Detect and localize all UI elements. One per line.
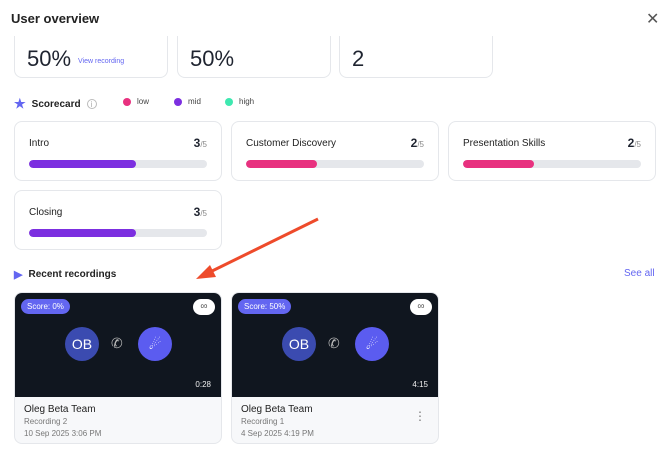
score-badge: Score: 50% bbox=[238, 299, 292, 314]
scorecard-item-score: 2/5 bbox=[627, 136, 641, 150]
view-recording-link[interactable]: View recording bbox=[78, 58, 125, 65]
score-bar bbox=[29, 229, 207, 237]
info-icon[interactable]: i bbox=[86, 99, 97, 109]
scorecard-item-score: 3/5 bbox=[193, 136, 207, 150]
play-icon: ▶ bbox=[14, 269, 23, 281]
legend-label: high bbox=[239, 97, 255, 106]
scorecard-item-name: Closing bbox=[29, 207, 63, 218]
stat-card: 2 bbox=[339, 36, 493, 78]
stat-value: 50% bbox=[190, 46, 235, 71]
scorecard-item-score: 3/5 bbox=[193, 205, 207, 219]
scorecard-item[interactable]: Presentation Skills 2/5 bbox=[448, 121, 656, 181]
legend-high: high bbox=[225, 97, 254, 106]
recording-thumbnail[interactable]: Score: 0% ∞ OB ✆ ☄ 0:28 bbox=[15, 293, 221, 397]
avatar: OB bbox=[65, 327, 99, 361]
stat-value: 2 bbox=[352, 46, 365, 71]
scorecard-item-name: Intro bbox=[29, 138, 50, 149]
dialog-title: User overview bbox=[11, 11, 100, 26]
low-dot-icon bbox=[123, 97, 131, 106]
scorecard-item[interactable]: Customer Discovery 2/5 bbox=[231, 121, 439, 181]
recording-date: 10 Sep 2025 3:06 PM bbox=[24, 429, 102, 438]
duration: 4:15 bbox=[412, 380, 428, 389]
score-bar-fill bbox=[29, 229, 136, 237]
scorecard-item-name: Presentation Skills bbox=[463, 138, 546, 149]
scorecard-item-score: 2/5 bbox=[410, 136, 424, 150]
legend-label: low bbox=[137, 97, 150, 106]
stat-value: 50% bbox=[27, 46, 72, 71]
legend-mid: mid bbox=[174, 97, 201, 106]
score-bar bbox=[463, 160, 641, 168]
team-name: Oleg Beta Team bbox=[241, 404, 313, 415]
scorecard-header: ★ Scorecard i bbox=[14, 96, 97, 112]
phone-icon: ✆ bbox=[328, 335, 340, 351]
recording-card[interactable]: Score: 50% ∞ OB ✆ ☄ 4:15 Oleg Beta Team … bbox=[231, 292, 439, 444]
infinity-icon[interactable]: ∞ bbox=[410, 299, 432, 315]
see-all-link[interactable]: See all bbox=[624, 268, 655, 279]
score-bar bbox=[29, 160, 207, 168]
legend-low: low bbox=[123, 97, 149, 106]
stat-card: 50% View recording bbox=[14, 36, 168, 78]
star-icon: ★ bbox=[14, 96, 26, 111]
mid-dot-icon bbox=[174, 97, 182, 106]
close-icon[interactable]: ✕ bbox=[646, 11, 660, 28]
high-dot-icon bbox=[225, 97, 233, 106]
bot-avatar-icon: ☄ bbox=[355, 327, 389, 361]
scorecard-item[interactable]: Closing 3/5 bbox=[14, 190, 222, 250]
team-name: Oleg Beta Team bbox=[24, 404, 96, 415]
recording-thumbnail[interactable]: Score: 50% ∞ OB ✆ ☄ 4:15 bbox=[232, 293, 438, 397]
score-bar-fill bbox=[246, 160, 318, 168]
recording-name: Recording 2 bbox=[24, 417, 68, 426]
duration: 0:28 bbox=[195, 380, 211, 389]
recent-recordings-label: Recent recordings bbox=[28, 269, 117, 280]
scorecard-item[interactable]: Intro 3/5 bbox=[14, 121, 222, 181]
phone-icon: ✆ bbox=[111, 335, 123, 351]
scorecard-item-name: Customer Discovery bbox=[246, 138, 337, 149]
stat-card: 50% bbox=[177, 36, 331, 78]
more-options-icon[interactable]: ⋮ bbox=[414, 409, 426, 423]
score-bar bbox=[246, 160, 424, 168]
avatar: OB bbox=[282, 327, 316, 361]
recording-name: Recording 1 bbox=[241, 417, 285, 426]
infinity-icon[interactable]: ∞ bbox=[193, 299, 215, 315]
recent-recordings-header: ▶ Recent recordings bbox=[14, 268, 116, 281]
bot-avatar-icon: ☄ bbox=[138, 327, 172, 361]
recording-date: 4 Sep 2025 4:19 PM bbox=[241, 429, 314, 438]
legend-label: mid bbox=[188, 97, 201, 106]
score-badge: Score: 0% bbox=[21, 299, 70, 314]
score-bar-fill bbox=[463, 160, 535, 168]
recording-card[interactable]: Score: 0% ∞ OB ✆ ☄ 0:28 Oleg Beta Team R… bbox=[14, 292, 222, 444]
score-bar-fill bbox=[29, 160, 136, 168]
scorecard-label: Scorecard bbox=[31, 98, 81, 110]
